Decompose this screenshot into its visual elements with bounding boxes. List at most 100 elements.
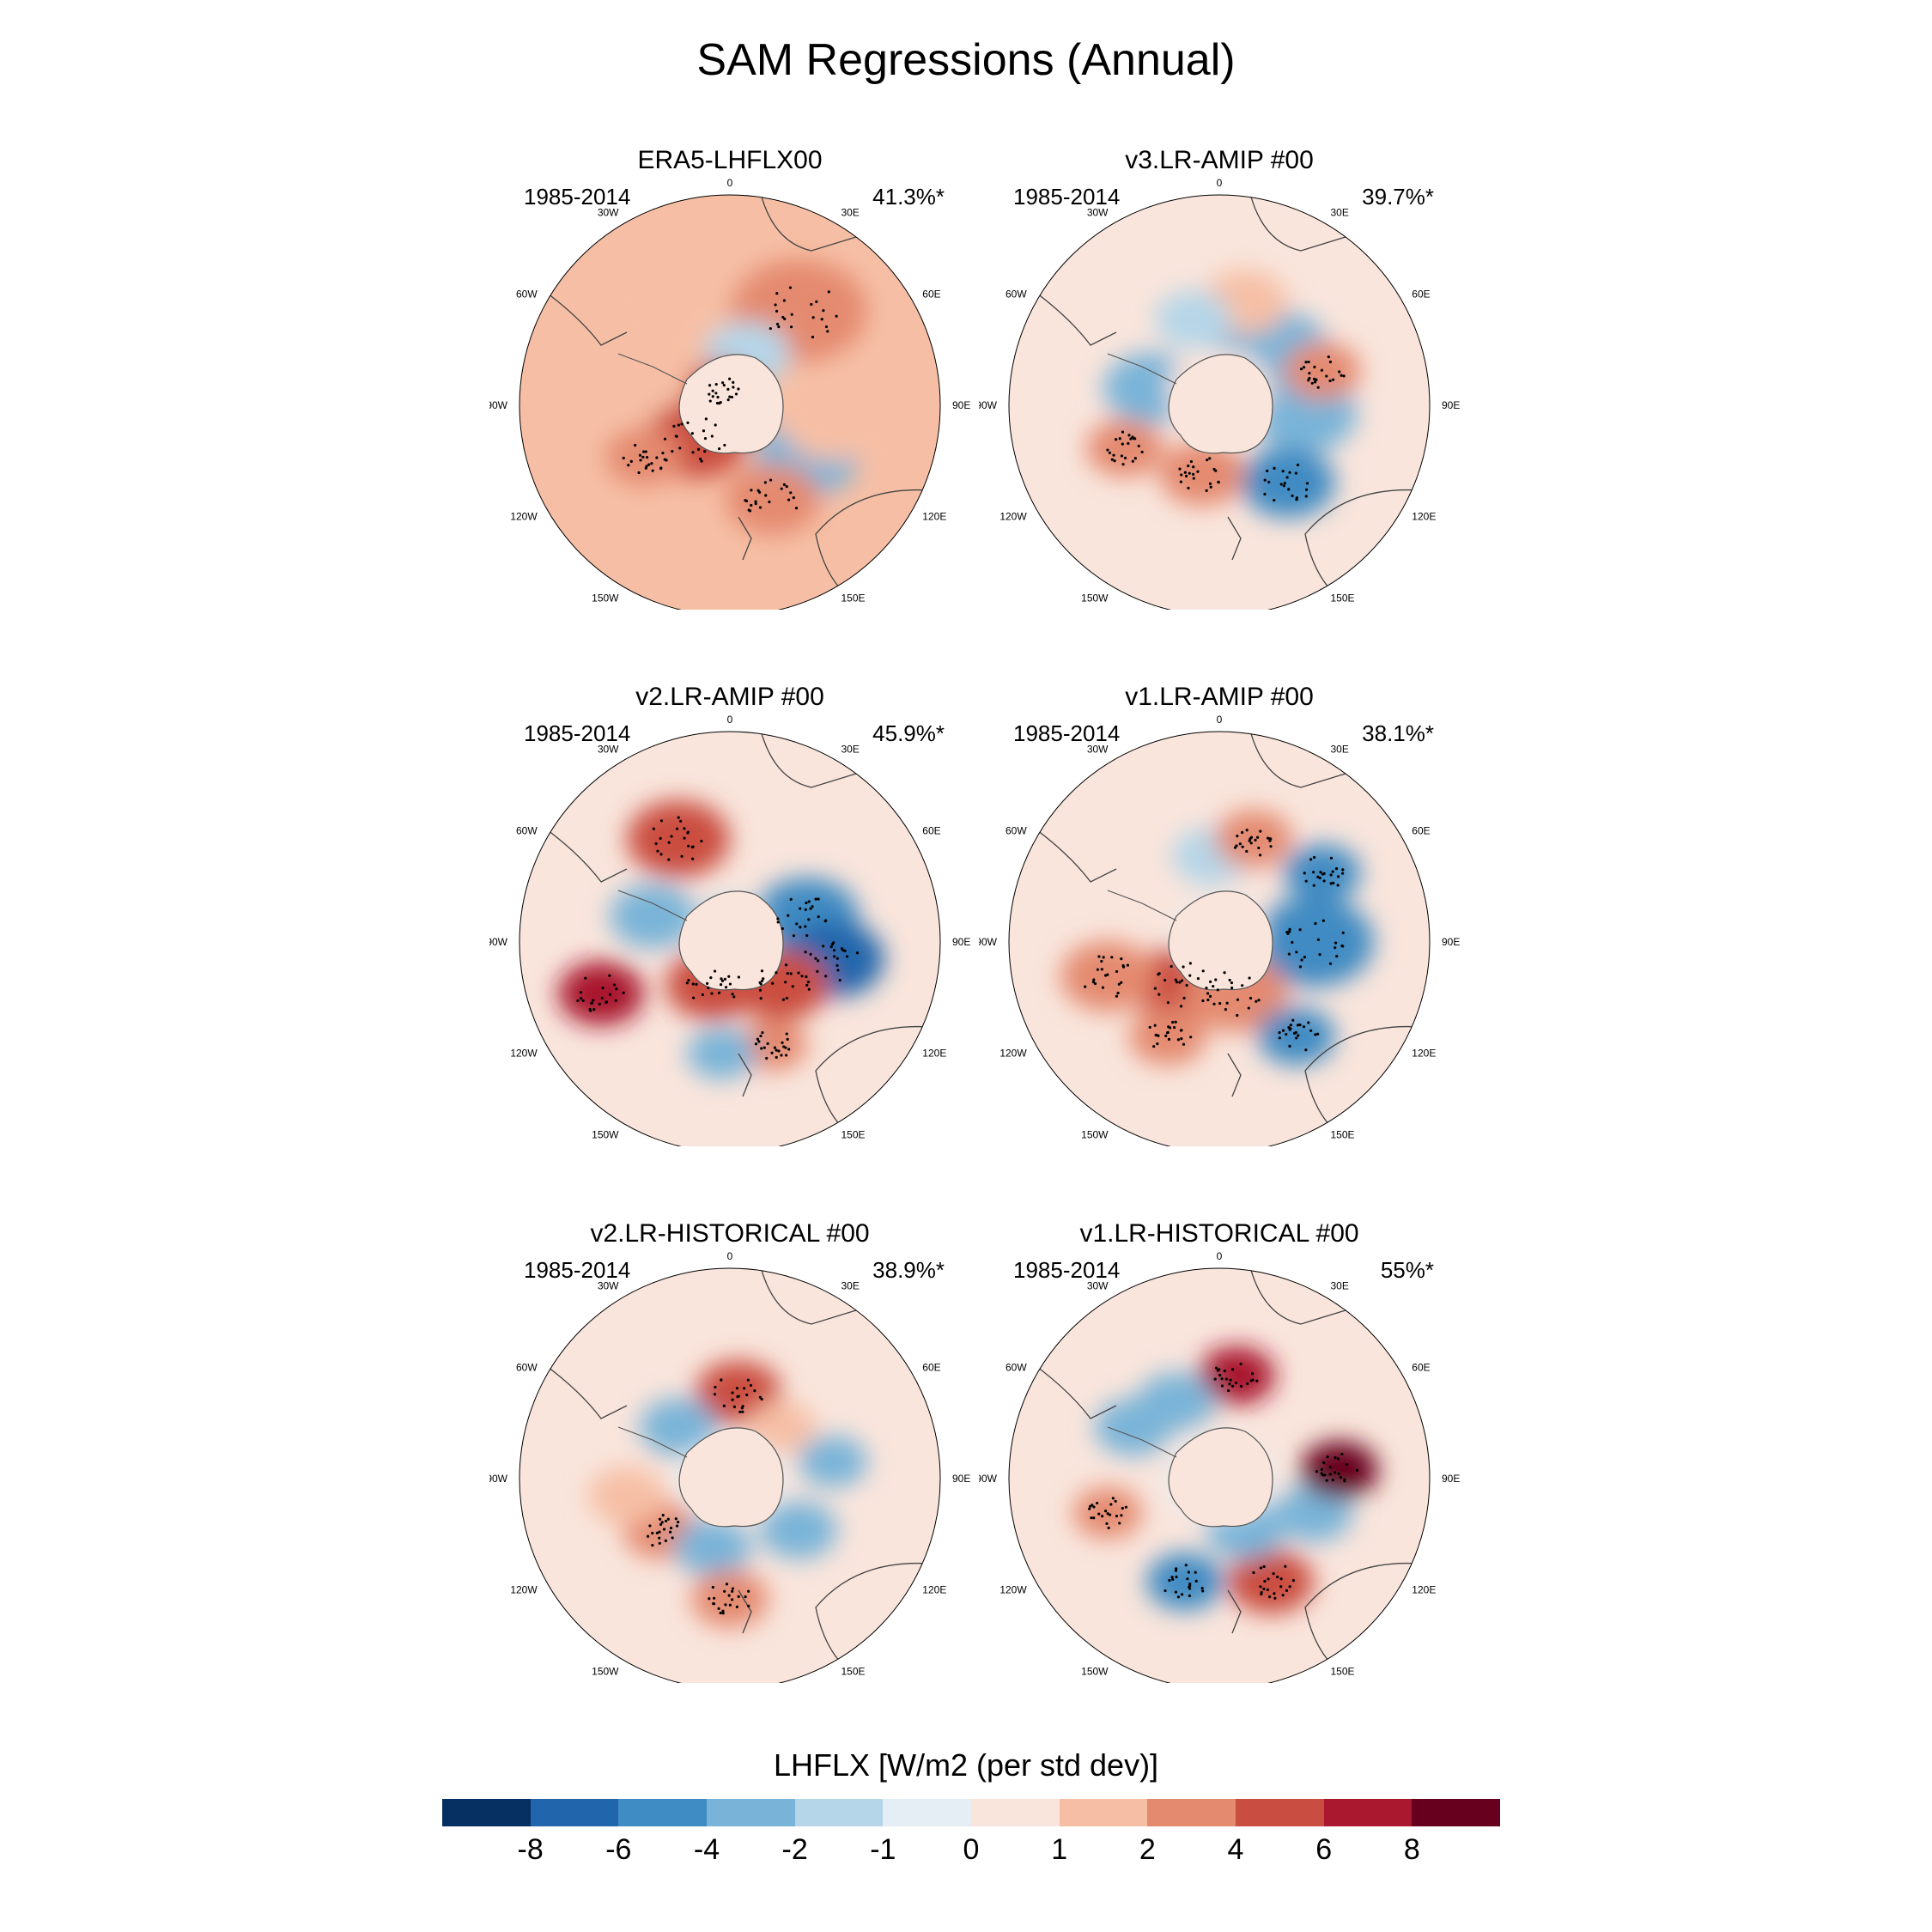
stipple-dot [815, 300, 818, 304]
longitude-label: 150E [1331, 1128, 1355, 1140]
stipple-dot [1192, 472, 1195, 477]
stipple-dot [1163, 978, 1167, 982]
stipple-dot [1316, 875, 1320, 878]
stipple-dot [1279, 1585, 1283, 1589]
stipple-dot [1328, 360, 1333, 364]
stipple-dot [1329, 873, 1333, 877]
stipple-dot [1340, 1452, 1344, 1456]
stipple-dot [782, 483, 786, 486]
anomaly-region [760, 1501, 837, 1559]
stipple-dot [713, 1393, 717, 1396]
stipple-dot [758, 981, 762, 984]
stipple-dot [1340, 944, 1344, 948]
stipple-dot [1255, 999, 1258, 1003]
stipple-dot [737, 1595, 740, 1598]
stipple-dot [1153, 987, 1157, 990]
stipple-dot [669, 1526, 673, 1530]
anomaly-region [1146, 1552, 1224, 1611]
stipple-dot [811, 316, 815, 319]
stipple-dot [1100, 959, 1103, 963]
stipple-dot [1328, 1466, 1332, 1469]
anomaly-region [726, 464, 820, 536]
stipple-dot [1230, 981, 1234, 985]
stipple-dot [1239, 1384, 1243, 1388]
significance-stipple [576, 816, 860, 1060]
stipple-dot [1230, 986, 1234, 990]
stipple-dot [1315, 378, 1318, 381]
longitude-label: 30W [598, 1280, 619, 1292]
anomaly-region [674, 1518, 751, 1577]
stipple-dot [592, 1008, 596, 1012]
stipple-dot [1329, 856, 1334, 860]
stipple-dot [1214, 1366, 1218, 1370]
longitude-label: 90E [1442, 1473, 1460, 1485]
new-zealand-coast [1227, 516, 1242, 561]
longitude-label: 0 [1217, 714, 1223, 726]
panel-title: ERA5-LHFLX00 [637, 146, 823, 174]
stipple-dot [811, 905, 814, 908]
anomaly-region [558, 961, 644, 1026]
stipple-dot [1281, 470, 1285, 473]
stipple-dot [735, 1387, 739, 1390]
stipple-dot [645, 455, 649, 459]
stipple-dot [1289, 1024, 1292, 1027]
stipple-dot [1107, 1526, 1110, 1530]
stipple-dot [775, 292, 779, 295]
stipple-dot [683, 836, 686, 840]
stipple-dot [790, 325, 793, 329]
stipple-dot [1320, 368, 1324, 372]
stipple-dot [1263, 478, 1267, 482]
stipple-dot [1276, 1575, 1279, 1579]
longitude-label: 30E [841, 1280, 860, 1292]
stipple-dot [1194, 1579, 1198, 1583]
africa-coast [1249, 732, 1358, 788]
longitude-label: 90E [1442, 936, 1460, 948]
stipple-dot [1178, 981, 1182, 984]
longitude-label: 120E [922, 1584, 946, 1596]
longitude-label: 60W [516, 289, 538, 301]
stipple-dot [1294, 471, 1298, 475]
stipple-dot [1201, 1589, 1205, 1593]
stipple-dot [784, 963, 788, 967]
stipple-dot [1312, 377, 1316, 380]
stipple-dot [1262, 1587, 1266, 1591]
stipple-dot [785, 485, 788, 489]
anomaly-region [1228, 1549, 1314, 1614]
stipple-dot [715, 401, 720, 405]
stipple-dot [826, 330, 829, 333]
stipple-dot [1285, 1589, 1289, 1593]
stipple-dot [664, 1519, 668, 1523]
stipple-dot [804, 908, 807, 911]
stipple-dot [760, 969, 764, 973]
stipple-dot [674, 434, 677, 438]
anomaly-region [1060, 940, 1155, 1012]
stipple-dot [1312, 871, 1315, 874]
stipple-dot [746, 1378, 750, 1382]
stipple-dot [1176, 1595, 1181, 1599]
stipple-dot [677, 816, 680, 819]
stipple-dot [784, 981, 787, 984]
stipple-dot [659, 853, 663, 856]
stipple-dot [787, 498, 791, 501]
longitude-label: 90E [952, 936, 970, 948]
stipple-dot [1247, 1006, 1250, 1010]
stipple-dot [1230, 1384, 1235, 1388]
stipple-dot [695, 982, 698, 986]
stipple-dot [814, 957, 817, 960]
stipple-dot [1281, 1594, 1285, 1597]
stipple-dot [690, 845, 694, 849]
stipple-dot [1322, 879, 1326, 883]
stipple-dot [1121, 442, 1124, 446]
stipple-dot [659, 819, 664, 823]
explained-variance: 39.7%* [1362, 184, 1434, 210]
stipple-dot [731, 993, 734, 996]
stipple-dot [747, 1604, 750, 1607]
figure-title: SAM Regressions (Annual) [696, 35, 1236, 85]
stipple-dot [747, 508, 750, 512]
australia-coast [1304, 1025, 1430, 1136]
stipple-dot [658, 1541, 661, 1545]
stipple-dot [1327, 355, 1330, 359]
stipple-dot [713, 969, 717, 973]
stipple-dot [1176, 981, 1179, 984]
stipple-dot [710, 434, 714, 438]
